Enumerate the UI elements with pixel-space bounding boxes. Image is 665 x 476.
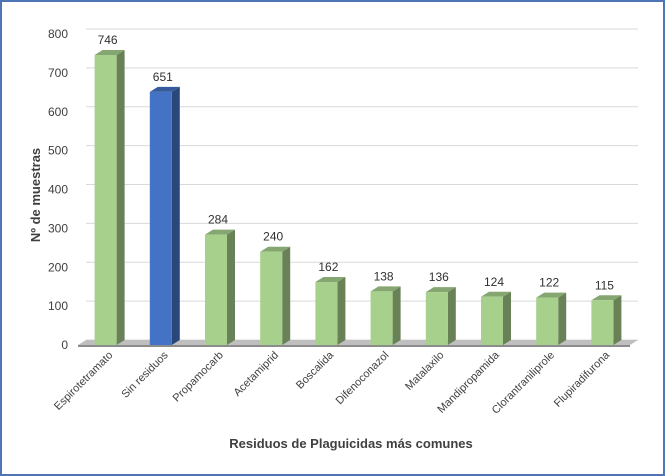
x-category-label: Sin residuos <box>119 349 171 401</box>
data-label: 162 <box>318 260 338 274</box>
bar <box>149 86 180 345</box>
bar <box>94 49 125 346</box>
y-tick-label: 700 <box>48 66 68 80</box>
bar <box>425 287 456 345</box>
data-label: 122 <box>539 276 559 290</box>
y-tick-label: 800 <box>48 27 68 41</box>
x-category-label: Espirotetramato <box>52 349 115 412</box>
bar <box>205 229 235 345</box>
x-category-label: Matalaxilo <box>403 349 447 393</box>
y-tick-label: 200 <box>48 260 68 274</box>
x-category-label: Difenoconazol <box>334 349 392 407</box>
y-tick-label: 500 <box>48 144 68 158</box>
data-label: 136 <box>429 270 449 284</box>
y-axis-title: Nº de muestras <box>28 148 43 242</box>
data-label: 124 <box>484 275 504 289</box>
bars <box>94 49 622 346</box>
floor-edge <box>78 345 630 347</box>
data-label: 115 <box>595 278 614 292</box>
bar <box>370 286 401 345</box>
bar <box>591 295 622 345</box>
y-tick-label: 100 <box>48 299 68 313</box>
y-tick-label: 600 <box>48 105 68 119</box>
x-category-label: Propamocarb <box>171 349 226 404</box>
data-label: 651 <box>153 70 173 84</box>
y-tick-label: 0 <box>61 338 68 352</box>
x-category-label: Acetamiprid <box>231 349 281 399</box>
data-label: 138 <box>374 269 394 283</box>
data-label: 240 <box>263 230 283 244</box>
x-axis-categories: Espirotetramato Sin residuos Propamocarb Ac… <box>52 349 613 417</box>
bar <box>481 291 511 345</box>
x-axis-title: Residuos de Plaguicidas más comunes <box>229 436 472 451</box>
y-axis-ticks: 0 100 200 300 400 500 600 700 800 <box>48 27 68 352</box>
x-category-label: Flupiradifurona <box>552 349 613 410</box>
bar <box>315 277 346 345</box>
x-category-label: Boscalida <box>294 349 337 392</box>
data-labels: 746 651 284 240 162 138 136 124 122 115 <box>98 33 615 292</box>
y-tick-label: 400 <box>48 183 68 197</box>
bar <box>260 246 291 345</box>
data-label: 746 <box>98 33 118 47</box>
y-tick-label: 300 <box>48 221 68 235</box>
data-label: 284 <box>208 213 228 227</box>
bar <box>536 292 567 345</box>
